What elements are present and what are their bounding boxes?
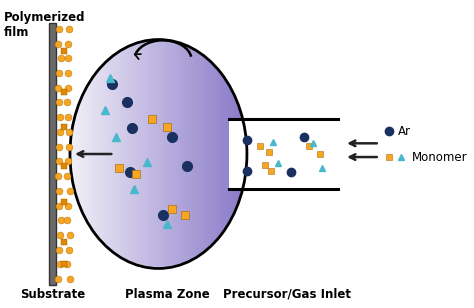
Ellipse shape [107,87,210,221]
Ellipse shape [89,64,228,244]
Ellipse shape [148,141,169,167]
Bar [49,23,56,285]
Ellipse shape [88,63,229,245]
Ellipse shape [101,79,216,229]
Ellipse shape [73,43,244,265]
Ellipse shape [141,131,176,177]
Ellipse shape [125,110,192,198]
Ellipse shape [123,108,194,200]
Ellipse shape [146,139,170,169]
Ellipse shape [130,118,186,190]
Ellipse shape [139,129,178,179]
Ellipse shape [118,103,198,205]
Text: Monomer: Monomer [411,151,467,164]
Ellipse shape [128,114,190,194]
Ellipse shape [154,148,163,160]
Ellipse shape [91,66,226,242]
Ellipse shape [110,91,207,217]
Ellipse shape [82,55,235,253]
Ellipse shape [104,83,213,225]
Ellipse shape [155,150,161,158]
Ellipse shape [79,51,238,257]
Ellipse shape [117,101,200,207]
Ellipse shape [138,127,179,181]
Ellipse shape [100,78,218,230]
Ellipse shape [137,125,181,183]
Ellipse shape [113,95,204,213]
Text: Polymerized
film: Polymerized film [4,10,85,38]
Ellipse shape [76,47,241,261]
Ellipse shape [157,152,160,156]
Text: Ar: Ar [398,125,411,138]
Ellipse shape [93,70,223,238]
Ellipse shape [132,120,185,188]
Ellipse shape [98,76,219,232]
Ellipse shape [126,112,191,196]
Ellipse shape [102,82,214,226]
Ellipse shape [77,49,239,259]
Text: Substrate: Substrate [19,287,85,301]
Text: Precursor/Gas Inlet: Precursor/Gas Inlet [223,287,351,301]
Text: Plasma Zone: Plasma Zone [125,287,210,301]
Ellipse shape [114,97,203,211]
Ellipse shape [116,99,201,209]
Ellipse shape [83,57,234,251]
Ellipse shape [144,135,173,173]
Ellipse shape [150,143,167,165]
Ellipse shape [70,39,247,269]
Ellipse shape [72,42,246,266]
Ellipse shape [142,133,174,175]
Ellipse shape [151,144,166,164]
Ellipse shape [108,89,209,219]
Ellipse shape [133,122,183,186]
Ellipse shape [135,124,182,184]
Ellipse shape [86,61,231,247]
Ellipse shape [80,53,237,255]
Bar [229,119,342,189]
Ellipse shape [74,45,243,263]
Ellipse shape [129,116,188,192]
Ellipse shape [153,146,164,162]
Ellipse shape [97,74,220,234]
Ellipse shape [95,72,222,236]
Ellipse shape [85,59,232,249]
Ellipse shape [92,68,225,240]
Ellipse shape [105,85,211,223]
Ellipse shape [145,137,172,171]
Ellipse shape [111,93,206,215]
Ellipse shape [121,106,195,202]
Ellipse shape [120,104,197,204]
